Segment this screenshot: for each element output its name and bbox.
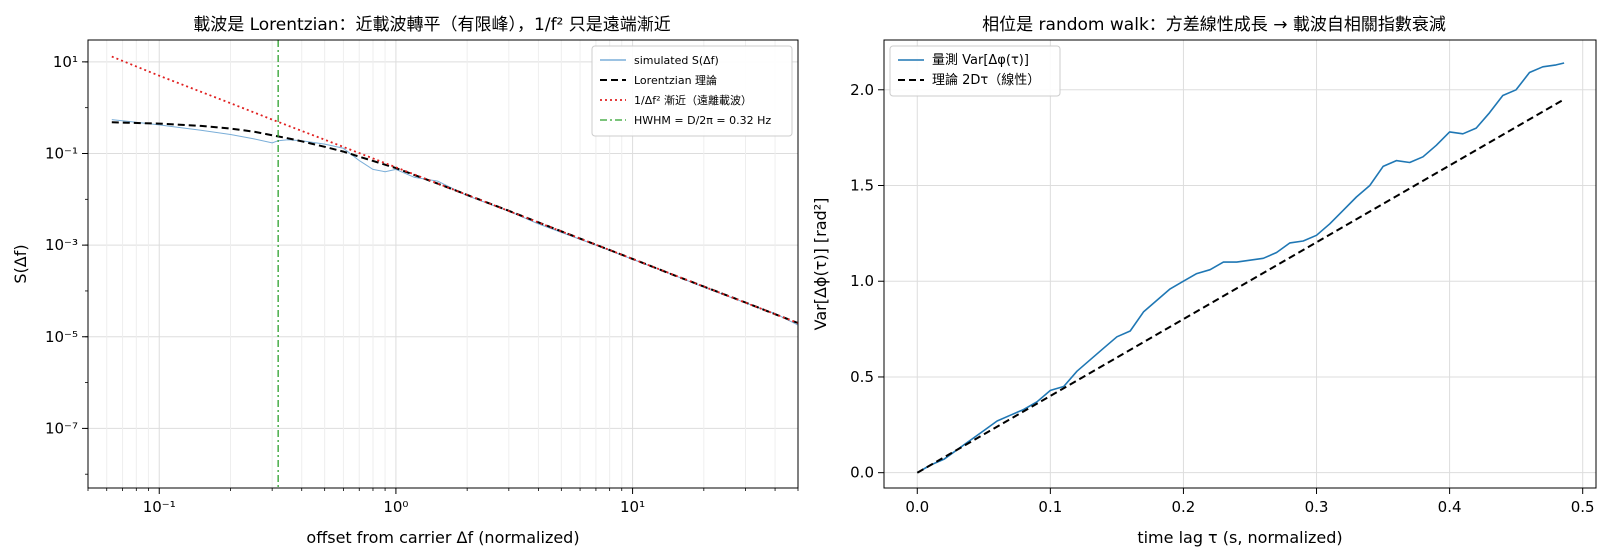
x-tick-label: 0.0	[905, 498, 929, 516]
series-line-1	[916, 98, 1565, 474]
right-grid	[884, 40, 1596, 488]
x-tick-label: 0.4	[1438, 498, 1462, 516]
left-plot-frame	[87, 39, 799, 489]
left-panel: 載波是 Lorentzian：近載波轉平（有限峰），1/f² 只是遠端漸近 10…	[11, 15, 799, 547]
y-tick-label: 10⁻¹	[45, 144, 78, 162]
left-ticks: 10⁻¹ 10⁰ 10¹ 10⁻⁷ 10⁻⁵ 10⁻³ 10⁻¹ 10¹	[45, 53, 799, 516]
x-tick-label: 0.1	[1038, 498, 1062, 516]
x-tick-label: 0.2	[1172, 498, 1196, 516]
x-tick-label: 0.3	[1305, 498, 1329, 516]
x-tick-label: 10⁻¹	[143, 498, 176, 516]
legend-label: 理論 2Dτ（線性）	[932, 72, 1040, 88]
x-tick-label: 0.5	[1571, 498, 1595, 516]
y-tick-label: 10⁻³	[45, 236, 78, 254]
right-y-axis-label: Var[Δϕ(τ)] [rad²]	[811, 198, 830, 331]
legend-label: 1/Δf² 漸近（遠離載波）	[634, 93, 752, 107]
left-y-axis-label: S(Δf)	[11, 244, 30, 283]
right-panel: 相位是 random walk：方差線性成長 → 載波自相關指數衰減 0.0 0.…	[811, 15, 1597, 547]
left-series-layer	[111, 40, 799, 488]
right-legend: 量測 Var[Δφ(τ)] 理論 2Dτ（線性）	[889, 45, 1061, 97]
y-tick-label: 10⁻⁷	[45, 419, 78, 437]
series-line-1	[111, 121, 799, 324]
legend-label: HWHM = D/2π = 0.32 Hz	[634, 114, 771, 127]
y-tick-label: 10⁻⁵	[45, 328, 78, 346]
y-tick-label: 1.0	[850, 272, 874, 290]
legend-box	[889, 45, 1061, 97]
legend-label: simulated S(Δf)	[634, 54, 719, 67]
right-ticks: 0.0 0.1 0.2 0.3 0.4 0.5 0.0 0.5 1.0 1.5 2.0	[850, 81, 1594, 516]
x-tick-label: 10¹	[620, 498, 645, 516]
y-tick-label: 2.0	[850, 81, 874, 99]
legend-box	[591, 45, 793, 137]
y-tick-label: 0.5	[850, 368, 874, 386]
right-chart-title: 相位是 random walk：方差線性成長 → 載波自相關指數衰減	[982, 15, 1446, 35]
right-x-axis-label: time lag τ (s, normalized)	[1137, 528, 1342, 547]
right-series-layer	[916, 62, 1565, 474]
legend-label: 量測 Var[Δφ(τ)]	[932, 53, 1029, 68]
y-tick-label: 0.0	[850, 464, 874, 482]
y-tick-label: 10¹	[53, 53, 78, 71]
left-legend: simulated S(Δf) Lorentzian 理論 1/Δf² 漸近（遠離載…	[591, 45, 793, 137]
series-line-0	[916, 62, 1565, 474]
legend-label: Lorentzian 理論	[634, 73, 717, 87]
x-tick-label: 10⁰	[383, 498, 408, 516]
left-chart-title: 載波是 Lorentzian：近載波轉平（有限峰），1/f² 只是遠端漸近	[193, 15, 671, 35]
right-plot-frame	[883, 39, 1597, 489]
y-tick-label: 1.5	[850, 177, 874, 195]
left-x-axis-label: offset from carrier Δf (normalized)	[306, 528, 579, 547]
